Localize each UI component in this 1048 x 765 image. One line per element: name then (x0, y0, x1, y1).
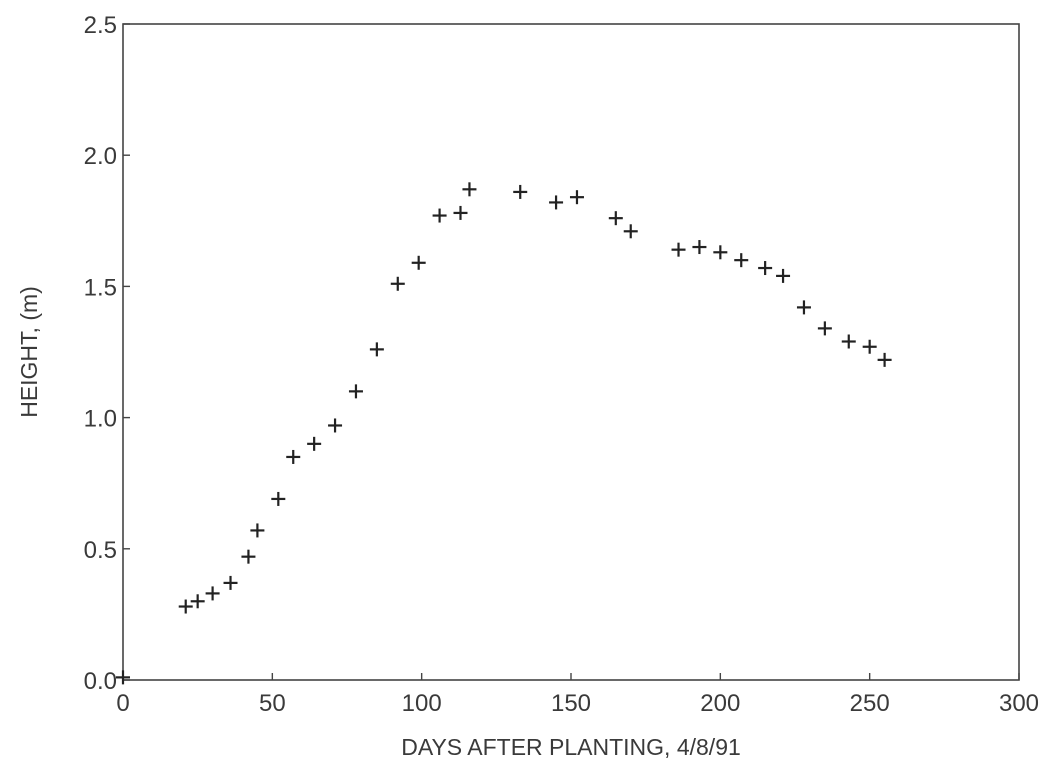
data-point (241, 549, 256, 564)
data-point (758, 261, 773, 276)
data-point (549, 195, 564, 210)
data-point (817, 321, 832, 336)
data-point (307, 436, 322, 451)
x-tick-label: 0 (116, 690, 129, 717)
x-tick-label: 150 (551, 690, 591, 717)
data-point (178, 599, 193, 614)
y-tick-label: 1.0 (84, 406, 117, 433)
x-tick-label: 50 (259, 690, 286, 717)
data-point (671, 242, 686, 257)
data-point (608, 211, 623, 226)
data-point (462, 182, 477, 197)
data-point (623, 224, 638, 239)
x-tick-label: 100 (402, 690, 442, 717)
y-tick-label: 0.0 (84, 668, 117, 695)
axis-tick-labels: 0 50 100 150 200 250 300 0.0 0.5 1.0 1.5 2.0 2.5 (84, 12, 1039, 717)
x-tick-label: 250 (850, 690, 890, 717)
data-point (877, 352, 892, 367)
data-point (390, 276, 405, 291)
x-tick-label: 300 (999, 690, 1039, 717)
y-tick-label: 2.0 (84, 143, 117, 170)
y-tick-label: 0.5 (84, 537, 117, 564)
data-points (116, 182, 892, 685)
data-point (432, 208, 447, 223)
data-point (250, 523, 265, 538)
data-point (369, 342, 384, 357)
data-point (513, 184, 528, 199)
x-axis-label: DAYS AFTER PLANTING, 4/8/91 (401, 734, 741, 760)
x-tick-label: 200 (700, 690, 740, 717)
data-point (348, 384, 363, 399)
data-point (862, 339, 877, 354)
y-axis-label: HEIGHT, (m) (16, 286, 42, 418)
data-point (569, 190, 584, 205)
data-point (190, 594, 205, 609)
data-point (411, 255, 426, 270)
y-tick-label: 2.5 (84, 12, 117, 39)
data-point (116, 670, 130, 685)
data-point (328, 418, 343, 433)
data-point (223, 575, 238, 590)
axis-ticks (122, 23, 1020, 681)
data-point (271, 491, 286, 506)
data-point (713, 245, 728, 260)
data-point (692, 240, 707, 255)
data-point (205, 586, 220, 601)
y-tick-label: 1.5 (84, 274, 117, 301)
data-point (841, 334, 856, 349)
data-point (734, 253, 749, 268)
data-point (453, 205, 468, 220)
plot-frame (122, 23, 1020, 681)
data-point (776, 268, 791, 283)
data-point (796, 300, 811, 315)
data-point (286, 449, 301, 464)
